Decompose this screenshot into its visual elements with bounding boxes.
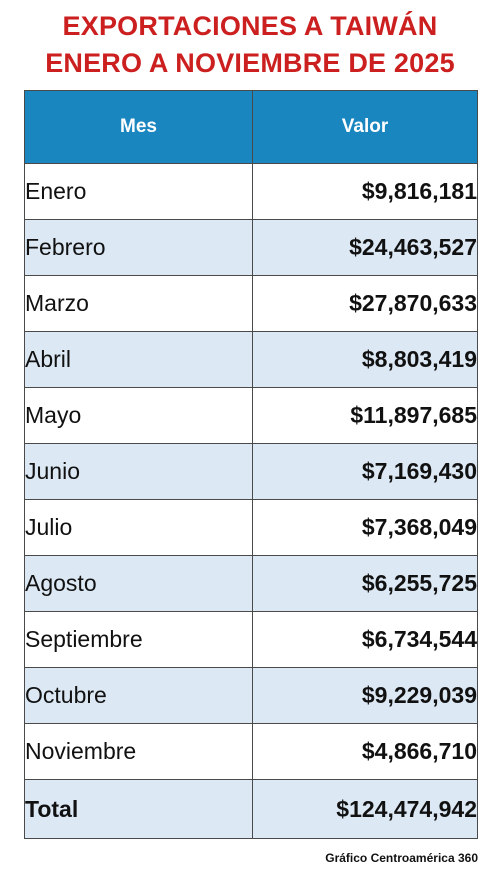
cell-valor: $4,866,710	[252, 723, 478, 780]
cell-valor: $24,463,527	[252, 219, 478, 276]
table-row: Julio $7,368,049	[24, 499, 478, 556]
cell-mes: Febrero	[24, 219, 253, 276]
column-header-valor: Valor	[252, 90, 478, 164]
cell-mes: Mayo	[24, 387, 253, 444]
cell-mes: Enero	[24, 163, 253, 220]
chart-title-line2: ENERO A NOVIEMBRE DE 2025	[45, 48, 455, 78]
table-row: Mayo $11,897,685	[24, 387, 478, 444]
total-row: Total $124,474,942	[24, 779, 478, 839]
cell-mes: Noviembre	[24, 723, 253, 780]
table-row: Septiembre $6,734,544	[24, 611, 478, 668]
table-header-row: Mes Valor	[24, 90, 478, 164]
cell-valor: $11,897,685	[252, 387, 478, 444]
table-row: Junio $7,169,430	[24, 443, 478, 500]
cell-mes: Marzo	[24, 275, 253, 332]
table-row: Febrero $24,463,527	[24, 219, 478, 276]
cell-valor: $6,734,544	[252, 611, 478, 668]
cell-mes: Septiembre	[24, 611, 253, 668]
column-header-mes: Mes	[24, 90, 253, 164]
table-row: Octubre $9,229,039	[24, 667, 478, 724]
total-label: Total	[24, 779, 253, 839]
cell-mes: Octubre	[24, 667, 253, 724]
cell-mes: Junio	[24, 443, 253, 500]
cell-valor: $6,255,725	[252, 555, 478, 612]
table-body: Enero $9,816,181 Febrero $24,463,527 Marzo $2…	[24, 163, 478, 780]
exports-table: Mes Valor Enero $9,816,181 Febrero $24,463,…	[24, 90, 478, 839]
cell-valor: $8,803,419	[252, 331, 478, 388]
total-value: $124,474,942	[252, 779, 478, 839]
table-row: Enero $9,816,181	[24, 163, 478, 220]
cell-mes: Agosto	[24, 555, 253, 612]
cell-valor: $27,870,633	[252, 275, 478, 332]
table-row: Marzo $27,870,633	[24, 275, 478, 332]
table-row: Agosto $6,255,725	[24, 555, 478, 612]
cell-mes: Julio	[24, 499, 253, 556]
cell-valor: $9,816,181	[252, 163, 478, 220]
chart-title-line1: EXPORTACIONES A TAIWÁN	[62, 11, 438, 41]
table-row: Abril $8,803,419	[24, 331, 478, 388]
table-row: Noviembre $4,866,710	[24, 723, 478, 780]
cell-mes: Abril	[24, 331, 253, 388]
cell-valor: $7,169,430	[252, 443, 478, 500]
cell-valor: $9,229,039	[252, 667, 478, 724]
source-credit: Gráfico Centroamérica 360	[325, 851, 478, 865]
cell-valor: $7,368,049	[252, 499, 478, 556]
